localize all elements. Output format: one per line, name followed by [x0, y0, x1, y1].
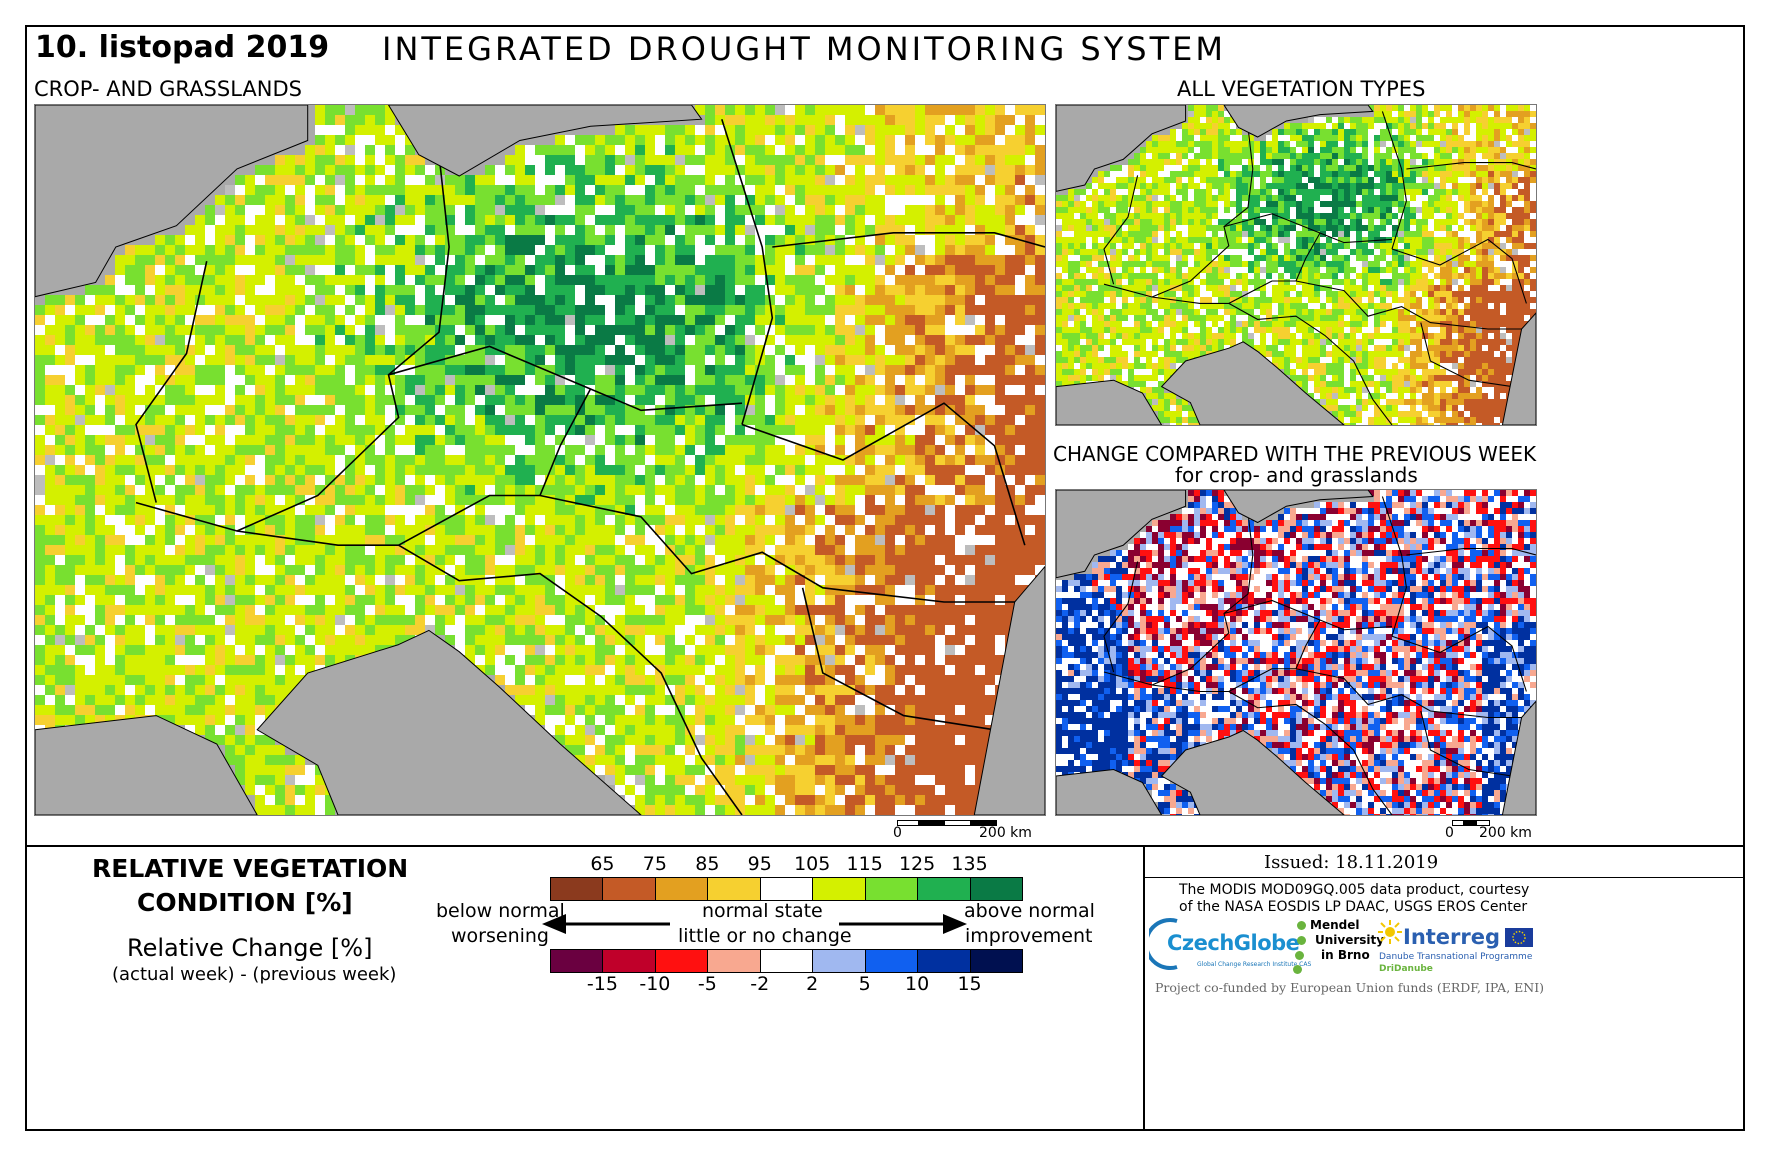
change-swatch — [759, 949, 814, 973]
interreg-sun-icon — [1378, 920, 1402, 944]
change-title: Relative Change [%] — [127, 934, 373, 962]
interreg-logo: Interreg — [1403, 925, 1501, 949]
rvc-tick-label: 85 — [695, 853, 720, 875]
main-scale-bar — [897, 820, 1017, 834]
change-tick-label: 10 — [905, 973, 930, 995]
veg-scale-zero: 0 — [1445, 825, 1454, 841]
rvc-tick-label: 75 — [642, 853, 667, 875]
rvc-swatch — [654, 877, 709, 901]
above-normal-label: above normal — [964, 900, 1095, 922]
change-swatch — [550, 949, 604, 973]
change-tick-label: -2 — [750, 973, 770, 995]
change-tick-labels: -15 -10 -5 -2 2 5 10 15 — [27, 973, 1127, 997]
rvc-swatch — [707, 877, 761, 901]
normal-state-label: normal state — [702, 900, 823, 922]
worsening-label: worsening — [451, 925, 549, 947]
change-swatch — [707, 949, 761, 973]
veg-map — [1055, 104, 1537, 426]
change-map — [1055, 489, 1537, 816]
czechglobe-logo-icon — [1149, 918, 1178, 970]
rvc-tick-label: 95 — [747, 853, 772, 875]
mendel-dots-icon — [1293, 919, 1311, 975]
mendel-line3: in Brno — [1321, 948, 1370, 962]
rvc-swatch — [864, 877, 919, 901]
little-change-label: little or no change — [678, 925, 852, 947]
veg-scale-bar — [1452, 820, 1512, 830]
rvc-tick-label: 105 — [794, 853, 831, 875]
mendel-line2: University — [1315, 933, 1385, 947]
main-map-label: CROP- AND GRASSLANDS — [34, 77, 302, 101]
issued-date: Issued: 18.11.2019 — [1264, 852, 1439, 873]
rvc-swatch — [812, 877, 866, 901]
rvc-title-line2: CONDITION [%] — [137, 888, 353, 917]
rvc-swatch — [550, 877, 604, 901]
rvc-tick-label: 115 — [846, 853, 883, 875]
change-tick-label: 2 — [806, 973, 819, 995]
main-scale-end: 200 km — [979, 825, 1032, 841]
funding-note: Project co-funded by European Union fund… — [1155, 980, 1545, 995]
change-swatch — [602, 949, 656, 973]
page-title: INTEGRATED DROUGHT MONITORING SYSTEM — [382, 30, 1226, 68]
below-normal-label: below normal — [436, 900, 565, 922]
change-tick-label: -10 — [639, 973, 671, 995]
eu-flag-icon — [1505, 928, 1533, 947]
change-swatch — [917, 949, 971, 973]
rvc-title-line1: RELATIVE VEGETATION — [92, 854, 409, 883]
veg-map-label: ALL VEGETATION TYPES — [1177, 77, 1426, 101]
rvc-tick-labels: 65 75 85 95 105 115 125 135 — [27, 853, 1127, 877]
change-subtitle: (actual week) - (previous week) — [112, 964, 397, 985]
rvc-swatch — [917, 877, 971, 901]
issued-divider — [1145, 877, 1745, 878]
change-map-label: CHANGE COMPARED WITH THE PREVIOUS WEEK — [1053, 442, 1537, 466]
credit-line2: of the NASA EOSDIS LP DAAC, USGS EROS Ce… — [1179, 899, 1528, 915]
change-tick-label: -5 — [697, 973, 717, 995]
rvc-tick-label: 125 — [898, 853, 936, 875]
change-tick-label: 5 — [858, 973, 871, 995]
credit-line1: The MODIS MOD09GQ.005 data product, cour… — [1179, 882, 1530, 898]
main-scale-zero: 0 — [893, 825, 902, 841]
change-swatch — [812, 949, 866, 973]
improvement-label: improvement — [965, 925, 1093, 947]
main-map — [34, 104, 1046, 816]
interreg-project: DriDanube — [1379, 964, 1433, 974]
rvc-swatch — [759, 877, 814, 901]
date-label: 10. listopad 2019 — [35, 30, 330, 65]
rvc-colorbar — [550, 877, 1023, 901]
info-divider — [1143, 845, 1145, 1131]
veg-scale-end: 200 km — [1479, 825, 1532, 841]
change-swatch — [654, 949, 709, 973]
right-arrow-icon — [839, 914, 967, 934]
change-map-sublabel: for crop- and grasslands — [1175, 463, 1418, 487]
change-swatch — [969, 949, 1023, 973]
change-swatch — [864, 949, 919, 973]
rvc-tick-label: 65 — [590, 853, 615, 875]
change-colorbar — [550, 949, 1023, 973]
rvc-tick-label: 135 — [951, 853, 988, 875]
interreg-subtitle: Danube Transnational Programme — [1379, 952, 1533, 962]
legend-divider — [27, 845, 1743, 847]
change-tick-label: -15 — [586, 973, 618, 995]
change-tick-label: 15 — [957, 973, 982, 995]
rvc-swatch — [602, 877, 656, 901]
czechglobe-subtitle: Global Change Research Institute CAS — [1197, 961, 1312, 968]
rvc-swatch — [969, 877, 1023, 901]
left-arrow-icon — [542, 914, 670, 934]
poster-frame: 10. listopad 2019 INTEGRATED DROUGHT MON… — [25, 25, 1745, 1131]
czechglobe-logo: CzechGlobe — [1167, 931, 1300, 955]
mendel-line1: Mendel — [1310, 918, 1360, 932]
